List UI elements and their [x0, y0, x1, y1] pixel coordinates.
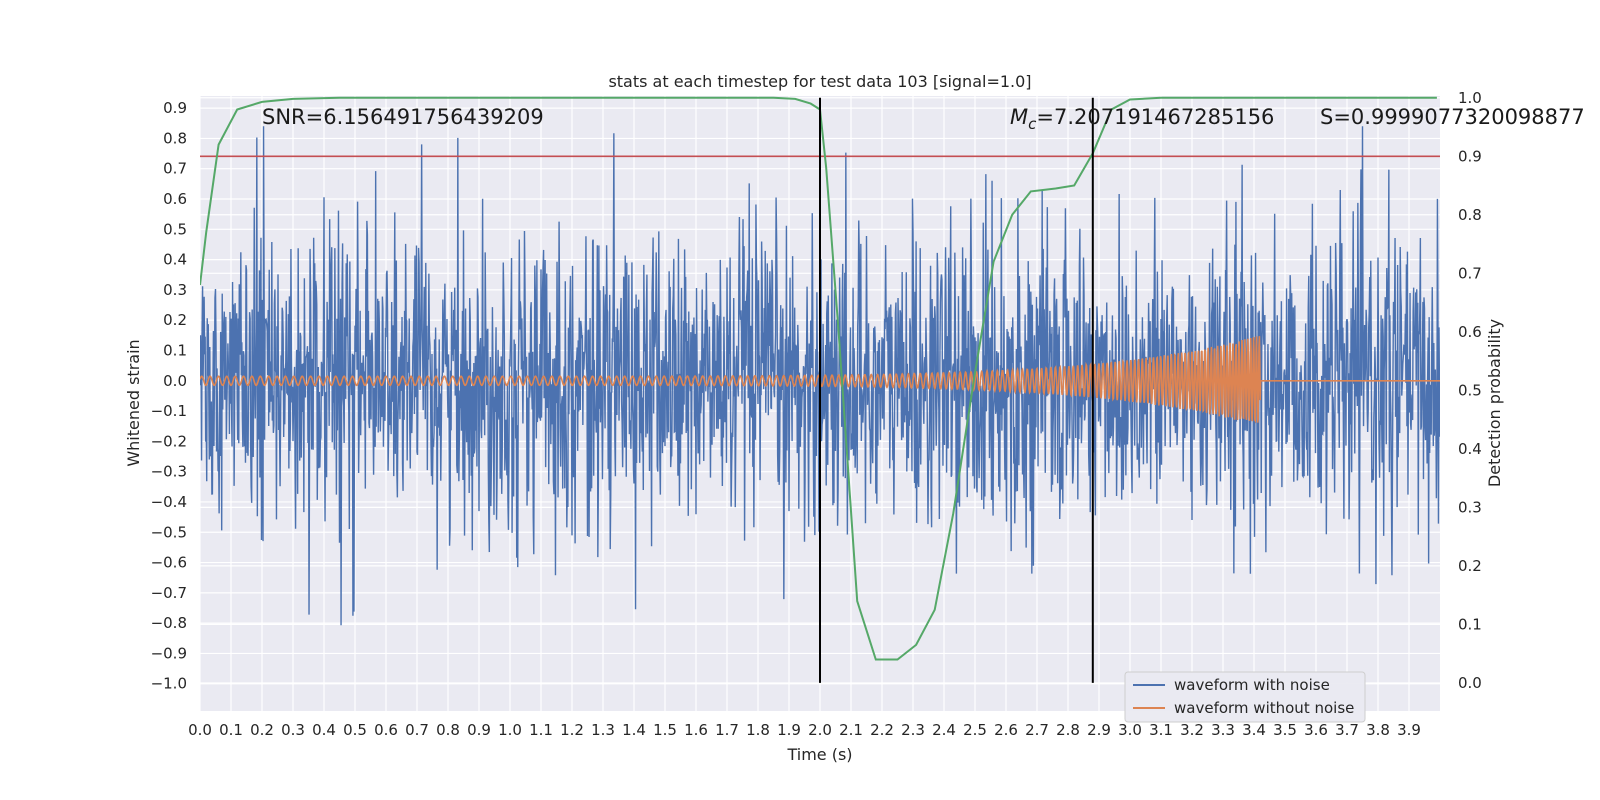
legend-label-clean: waveform without noise	[1174, 699, 1354, 717]
x-tick-label: 2.0	[808, 721, 832, 739]
x-tick-label: 3.9	[1397, 721, 1421, 739]
x-tick-label: 0.7	[405, 721, 429, 739]
x-tick-label: 3.0	[1118, 721, 1142, 739]
y2-tick-label: 0.7	[1458, 264, 1482, 282]
x-tick-label: 1.9	[777, 721, 801, 739]
x-tick-label: 0.6	[374, 721, 398, 739]
x-tick-label: 0.4	[312, 721, 336, 739]
x-tick-label: 1.4	[622, 721, 646, 739]
x-tick-label: 0.2	[250, 721, 274, 739]
x-tick-label: 2.2	[870, 721, 894, 739]
y-tick-label: −0.9	[151, 644, 187, 662]
x-tick-label: 2.7	[1025, 721, 1049, 739]
snr-annotation: SNR=6.156491756439209	[262, 105, 544, 129]
x-tick-label: 0.1	[219, 721, 243, 739]
mc-symbol: M	[1010, 105, 1028, 129]
x-tick-label: 1.8	[746, 721, 770, 739]
s-annotation: S=0.9999077320098877	[1320, 105, 1585, 129]
x-tick-label: 1.5	[653, 721, 677, 739]
x-tick-label: 3.6	[1304, 721, 1328, 739]
y2-tick-labels: 1.0 0.9 0.8 0.7 0.6 0.5 0.4 0.3 0.2 0.1 0.0	[1458, 89, 1482, 692]
y-tick-label: 0.3	[163, 281, 187, 299]
x-tick-label: 1.3	[591, 721, 615, 739]
y-tick-label: 0.0	[163, 372, 187, 390]
y-tick-label: −0.2	[151, 432, 187, 450]
x-tick-label: 0.9	[467, 721, 491, 739]
y-tick-label: 0.9	[163, 99, 187, 117]
y-tick-label: 0.4	[163, 251, 187, 269]
y-tick-label: −0.3	[151, 463, 187, 481]
x-tick-label: 1.7	[715, 721, 739, 739]
y-tick-label: 0.2	[163, 311, 187, 329]
x-tick-label: 2.3	[901, 721, 925, 739]
x-tick-label: 3.5	[1273, 721, 1297, 739]
legend-label-noise: waveform with noise	[1174, 676, 1330, 694]
y-tick-label: −0.4	[151, 493, 187, 511]
y2-tick-label: 0.2	[1458, 557, 1482, 575]
y-tick-label: −1.0	[151, 675, 187, 693]
y2-tick-label: 0.1	[1458, 615, 1482, 633]
x-tick-label: 0.5	[343, 721, 367, 739]
x-tick-label: 2.4	[932, 721, 956, 739]
x-tick-label: 1.0	[498, 721, 522, 739]
mc-annotation: Mc=7.207191467285156	[1010, 105, 1274, 133]
y-tick-label: 0.1	[163, 341, 187, 359]
y2-tick-label: 0.8	[1458, 206, 1482, 224]
x-tick-label: 2.9	[1087, 721, 1111, 739]
chart-title: stats at each timestep for test data 103…	[608, 72, 1031, 91]
y-tick-label: −0.1	[151, 402, 187, 420]
x-tick-label: 0.8	[436, 721, 460, 739]
y2-tick-label: 0.4	[1458, 440, 1482, 458]
x-tick-label: 2.5	[963, 721, 987, 739]
x-tick-labels: 0.0 0.1 0.2 0.3 0.4 0.5 0.6 0.7 0.8 0.9 1.0 1.1 1.2 1…	[188, 721, 1421, 739]
x-tick-label: 0.0	[188, 721, 212, 739]
x-tick-label: 0.3	[281, 721, 305, 739]
y-tick-label: −0.8	[151, 614, 187, 632]
y-tick-label: −0.7	[151, 584, 187, 602]
y-tick-label: 0.5	[163, 220, 187, 238]
mc-value: =7.207191467285156	[1036, 105, 1274, 129]
x-tick-label: 3.2	[1180, 721, 1204, 739]
x-tick-label: 2.8	[1056, 721, 1080, 739]
x-tick-label: 3.4	[1242, 721, 1266, 739]
y-tick-label: 0.7	[163, 160, 187, 178]
y-axis-label: Whitened strain	[124, 339, 143, 466]
x-tick-label: 1.2	[560, 721, 584, 739]
y2-tick-label: 0.3	[1458, 498, 1482, 516]
y-tick-label: −0.6	[151, 554, 187, 572]
x-tick-label: 3.1	[1149, 721, 1173, 739]
y2-tick-label: 1.0	[1458, 89, 1482, 107]
y-tick-labels: 0.9 0.8 0.7 0.6 0.5 0.4 0.3 0.2 0.1 0.0 −0.1 −0.2 −0…	[151, 99, 187, 693]
y2-tick-label: 0.9	[1458, 147, 1482, 165]
series-detection-probability	[200, 96, 1437, 661]
x-tick-label: 3.3	[1211, 721, 1235, 739]
x-tick-label: 3.8	[1366, 721, 1390, 739]
x-tick-label: 1.1	[529, 721, 553, 739]
y-tick-label: 0.8	[163, 129, 187, 147]
legend-box	[1124, 671, 1366, 723]
x-tick-label: 3.7	[1335, 721, 1359, 739]
x-axis-label: Time (s)	[786, 745, 852, 764]
y-tick-label: 0.6	[163, 190, 187, 208]
x-tick-label: 1.6	[684, 721, 708, 739]
x-tick-label: 2.1	[839, 721, 863, 739]
y-tick-label: −0.5	[151, 523, 187, 541]
x-tick-label: 2.6	[994, 721, 1018, 739]
y2-tick-label: 0.5	[1458, 381, 1482, 399]
y2-tick-label: 0.0	[1458, 674, 1482, 692]
mc-subscript: c	[1028, 115, 1037, 133]
y2-tick-label: 0.6	[1458, 323, 1482, 341]
y2-axis-label: Detection probability	[1485, 319, 1504, 487]
legend: waveform with noise waveform without noi…	[1124, 671, 1366, 723]
